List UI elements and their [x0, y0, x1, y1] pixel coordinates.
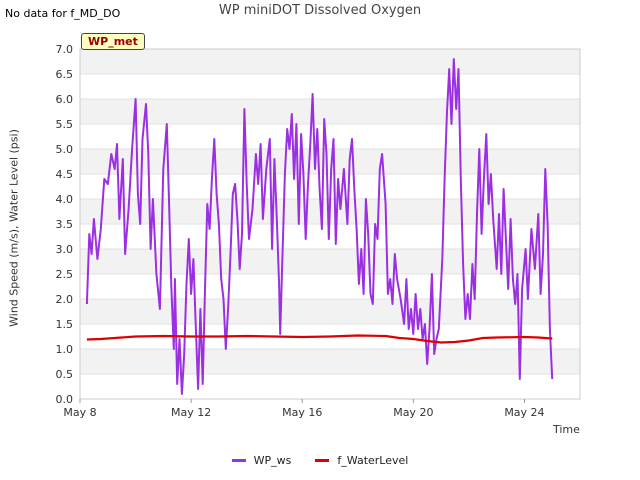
y-tick-label: 7.0	[56, 43, 74, 56]
x-tick-label: May 20	[393, 406, 433, 419]
y-axis-label: Wind Speed (m/s), Water Level (psi)	[7, 129, 21, 327]
x-axis-ticks: May 8 May 12 May 16 May 20 May 24	[63, 399, 545, 419]
no-data-notice: No data for f_MD_DO	[5, 7, 121, 20]
series-layer	[85, 58, 554, 395]
station-badge: WP_met	[81, 33, 145, 50]
y-tick-label: 2.5	[56, 268, 74, 281]
x-tick-label: May 16	[282, 406, 322, 419]
plot-band	[80, 149, 580, 174]
x-axis-label: Time	[553, 423, 580, 436]
y-tick-label: 0.5	[56, 368, 74, 381]
plot-band	[80, 299, 580, 324]
y-tick-label: 3.5	[56, 218, 74, 231]
legend-item-water-level[interactable]: f_WaterLevel	[315, 454, 408, 467]
chart-title: WP miniDOT Dissolved Oxygen	[218, 3, 422, 18]
y-tick-label: 1.5	[56, 318, 74, 331]
y-tick-label: 4.5	[56, 168, 74, 181]
y-tick-label: 0.0	[56, 393, 74, 406]
x-tick-label: May 12	[171, 406, 211, 419]
legend: WP_ws f_WaterLevel	[0, 454, 640, 467]
series-line-wp-ws	[85, 58, 554, 395]
y-tick-label: 3.0	[56, 243, 74, 256]
x-tick-label: May 24	[504, 406, 544, 419]
legend-swatch-water-level	[315, 459, 330, 462]
plot-band	[80, 349, 580, 374]
y-tick-label: 5.5	[56, 118, 74, 131]
y-tick-label: 1.0	[56, 343, 74, 356]
series-line-f-waterlevel	[86, 334, 553, 344]
plot-band	[80, 49, 580, 74]
y-axis-ticks: 0.0 0.5 1.0 1.5 2.0 2.5 3.0 3.5 4.0 4.5 5.0 5.5 6.0 6…	[56, 43, 74, 406]
plot-frame	[79, 48, 581, 400]
legend-label-wp-ws: WP_ws	[253, 454, 292, 467]
x-tick-label: May 8	[63, 406, 96, 419]
plot-band	[80, 99, 580, 124]
legend-label-water-level: f_WaterLevel	[337, 454, 409, 467]
legend-item-wp-ws[interactable]: WP_ws	[231, 454, 292, 467]
legend-swatch-wp-ws	[231, 459, 246, 462]
y-tick-label: 2.0	[56, 293, 74, 306]
y-tick-label: 4.0	[56, 193, 74, 206]
y-tick-label: 5.0	[56, 143, 74, 156]
y-tick-label: 6.0	[56, 93, 74, 106]
y-tick-label: 6.5	[56, 68, 74, 81]
